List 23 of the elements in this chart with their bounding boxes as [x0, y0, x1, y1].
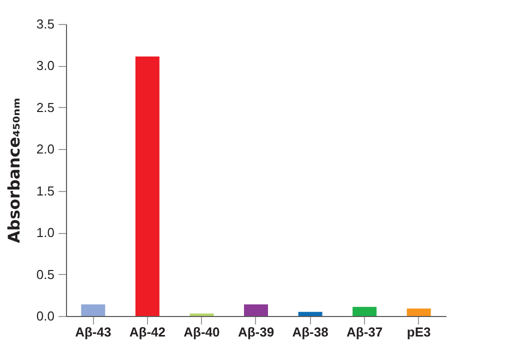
x-tick-label: Aβ-38 — [292, 324, 328, 340]
x-tick-label: Aβ-39 — [238, 324, 274, 340]
bar — [406, 308, 431, 316]
bar — [352, 306, 377, 316]
y-tick-label: 3.5 — [36, 16, 54, 32]
y-axis-title: Absorbance₄₅₀ₙₘ — [4, 98, 24, 244]
bar — [135, 56, 160, 316]
x-tick-label: pE3 — [406, 324, 431, 340]
bar — [81, 304, 106, 316]
x-tick-label: Aβ-43 — [75, 324, 112, 340]
bar — [298, 312, 322, 316]
y-tick-label: 0.0 — [36, 308, 54, 324]
bar — [244, 304, 268, 316]
y-tick-label: 2.5 — [36, 100, 54, 115]
y-tick-label: 1.0 — [36, 225, 54, 240]
y-tick-label: 0.5 — [36, 266, 54, 282]
y-tick-label: 3.0 — [36, 58, 54, 74]
x-tick-label: Aβ-40 — [184, 324, 220, 340]
x-tick-label: Aβ-42 — [129, 324, 166, 340]
y-tick-label: 2.0 — [36, 142, 54, 157]
x-tick-label: Aβ-37 — [346, 324, 383, 340]
bar — [190, 313, 214, 316]
y-tick-label: 1.5 — [36, 183, 54, 198]
